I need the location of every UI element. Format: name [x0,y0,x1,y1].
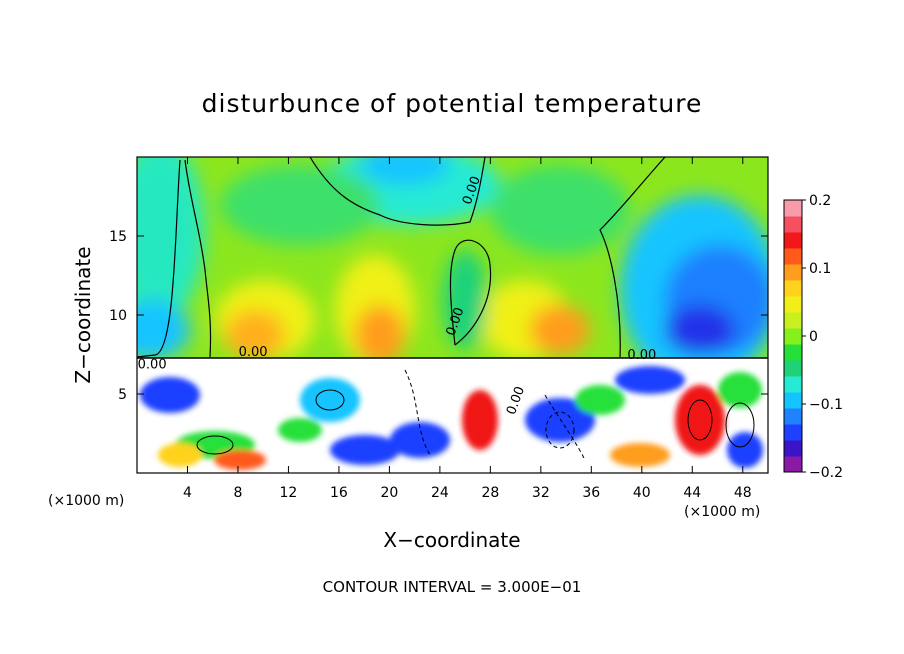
colorbar-tick-label: −0.2 [809,465,843,481]
x-tick-label: 48 [734,485,752,501]
colorbar-swatch [784,344,802,361]
colorbar-swatch [784,312,802,329]
x-tick-label: 24 [431,485,449,501]
x-tick-label: 20 [380,485,398,501]
contour-label: 0.00 [239,345,268,360]
colorbar-swatch [784,232,802,249]
colorbar-swatch [784,360,802,377]
y-tick-label: 15 [109,229,127,245]
y-tick-label: 10 [109,308,127,324]
x-tick-label: 28 [481,485,499,501]
colorbar-tick-label: −0.1 [809,397,843,413]
x-tick-label: 40 [633,485,651,501]
colorbar-swatch [784,424,802,441]
x-unit-right: (×1000 m) [684,504,760,520]
x-tick-label: 12 [280,485,298,501]
plot-area [137,157,768,473]
colorbar-swatch [784,408,802,425]
contour-interval-note: CONTOUR INTERVAL = 3.000E−01 [323,578,582,596]
x-tick-label: 36 [582,485,600,501]
x-tick-label: 44 [683,485,701,501]
colorbar-swatch [784,392,802,409]
contour-label: 0.00 [138,358,167,373]
colorbar-swatch [784,376,802,393]
colorbar-swatch [784,296,802,313]
y-axis-ticks: 5 10 15 [109,229,768,403]
y-tick-label: 5 [118,387,127,403]
x-tick-label: 8 [233,485,242,501]
x-axis-ticks: 4 8 12 16 20 24 28 32 36 40 44 48 [183,157,752,501]
colorbar-tick-label: 0 [809,329,818,345]
colorbar: 0.2 0.1 0 −0.1 −0.2 [783,193,843,481]
colorbar-swatch [784,264,802,281]
colorbar-tick-label: 0.2 [809,193,831,209]
y-axis-label: Z−coordinate [71,246,95,383]
x-axis-label: X−coordinate [383,528,520,552]
colorbar-swatch [784,280,802,297]
colorbar-swatch [784,328,802,345]
contour-label: 0.00 [627,348,656,363]
colorbar-swatch [784,456,802,473]
colorbar-swatch [784,200,802,217]
colorbar-tick-label: 0.1 [809,261,831,277]
x-tick-label: 32 [532,485,550,501]
x-tick-label: 16 [330,485,348,501]
chart-title: disturbunce of potential temperature [202,89,703,118]
colorbar-swatch [784,216,802,233]
x-tick-label: 4 [183,485,192,501]
colorbar-swatch [784,248,802,265]
x-unit-left: (×1000 m) [48,493,124,509]
colorbar-swatch [784,440,802,457]
